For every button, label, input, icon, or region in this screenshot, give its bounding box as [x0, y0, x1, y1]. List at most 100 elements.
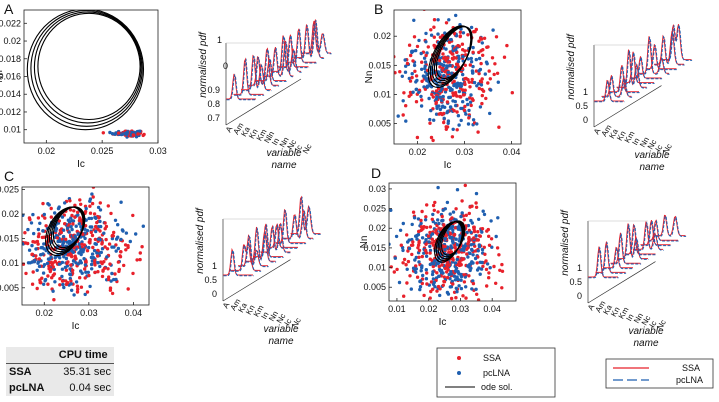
ssa-point: [88, 204, 92, 208]
ssa-point: [116, 260, 121, 264]
ssa-pdf-line: [241, 54, 271, 91]
pclna-point: [477, 217, 481, 221]
ssa-point: [126, 287, 130, 291]
pclna-point: [441, 271, 445, 275]
ssa-point: [470, 3, 473, 6]
pclna-point: [414, 48, 418, 53]
pclna-point: [432, 118, 436, 122]
ssa-point: [448, 50, 452, 54]
pclna-point: [61, 282, 65, 287]
scatter-legend-box: [436, 347, 556, 398]
pclna-point: [53, 280, 57, 284]
pclna-point: [116, 246, 121, 251]
ssa-point: [112, 230, 116, 235]
ssa-point: [495, 246, 500, 250]
ssa-point: [392, 270, 396, 274]
ssa-point: [75, 210, 80, 214]
pclna-point: [461, 54, 465, 59]
pclna-point: [419, 104, 424, 108]
pclna-point: [87, 245, 91, 250]
pclna-pdf-line: [271, 36, 302, 73]
ssa-point: [428, 225, 433, 229]
pclna-point: [466, 223, 471, 228]
ssa-point: [406, 249, 410, 253]
pclna-point: [467, 108, 471, 113]
ssa-point: [91, 245, 95, 250]
category-tick-label: Nn: [267, 309, 280, 322]
category-tick-label: Nn: [278, 136, 291, 149]
ssa-point: [100, 261, 104, 266]
pclna-point: [441, 94, 445, 99]
pclna-point: [84, 206, 88, 211]
category-tick-label: Nn: [632, 311, 645, 324]
scatter-plot-area: [394, 3, 514, 143]
ssa-point: [132, 133, 136, 137]
pclna-pdf-line: [639, 36, 670, 75]
ssa-point: [417, 248, 422, 253]
pclna-point: [53, 256, 57, 260]
ssa-point: [437, 264, 441, 269]
ssa-point: [91, 195, 95, 199]
pclna-point: [450, 71, 454, 75]
pclna-pdf-line: [264, 41, 295, 78]
pclna-point: [18, 272, 21, 275]
ssa-point: [445, 270, 449, 274]
ssa-point: [466, 33, 470, 37]
pclna-point: [36, 227, 41, 232]
ssa-point: [432, 35, 436, 39]
pclna-point: [69, 216, 73, 220]
pclna-point: [432, 280, 436, 285]
pclna-point: [79, 252, 83, 257]
ssa-point: [479, 61, 483, 66]
pclna-point: [478, 67, 483, 72]
ssa-point: [481, 53, 485, 57]
pclna-point: [484, 60, 489, 64]
pclna-point: [433, 285, 437, 289]
ssa-point: [402, 294, 406, 298]
ssa-point: [490, 56, 495, 60]
y-tick-label: 0.022: [0, 18, 21, 28]
ssa-point: [409, 53, 413, 58]
pclna-point: [45, 261, 50, 266]
ssa-point: [486, 45, 490, 49]
ssa-point: [109, 211, 113, 216]
y-tick-label: 0.012: [0, 107, 21, 117]
pclna-point: [83, 292, 87, 297]
ssa-point: [420, 79, 424, 84]
pclna-point: [474, 57, 478, 62]
ssa-point: [36, 216, 41, 220]
pclna-pdf-line: [301, 21, 332, 55]
ssa-point: [408, 274, 412, 278]
ssa-point: [107, 242, 112, 246]
ssa-point: [454, 207, 458, 211]
pclna-point: [448, 105, 453, 109]
ssa-point: [54, 310, 57, 313]
pclna-point: [84, 270, 88, 274]
pclna-point: [418, 285, 423, 289]
ssa-pdf-line: [293, 19, 324, 59]
x-tick-label: 0.025: [91, 146, 114, 156]
z-tick-label: 0.7: [207, 113, 220, 123]
pclna-point: [480, 260, 484, 265]
pclna-point: [401, 248, 405, 253]
ssa-point: [438, 65, 442, 69]
ssa-point: [481, 264, 485, 269]
pclna-point: [406, 240, 410, 244]
ssa-point: [117, 131, 121, 135]
pclna-point: [403, 58, 407, 62]
ssa-pdf-line: [655, 214, 686, 237]
ssa-point: [430, 217, 434, 221]
y-tick-label: 0.01: [1, 258, 19, 268]
ssa-point: [419, 225, 424, 229]
ssa-point: [419, 218, 423, 223]
pclna-point: [459, 278, 463, 282]
pdf-legend-box: [605, 358, 714, 389]
ssa-point: [450, 56, 455, 61]
ssa-point: [412, 35, 417, 39]
ssa-point: [93, 270, 97, 275]
ssa-point: [424, 53, 428, 58]
x-axis-label: variable: [266, 148, 301, 159]
ssa-point: [420, 281, 424, 286]
pclna-point: [461, 100, 465, 104]
scatter-plot-area: [18, 187, 145, 313]
